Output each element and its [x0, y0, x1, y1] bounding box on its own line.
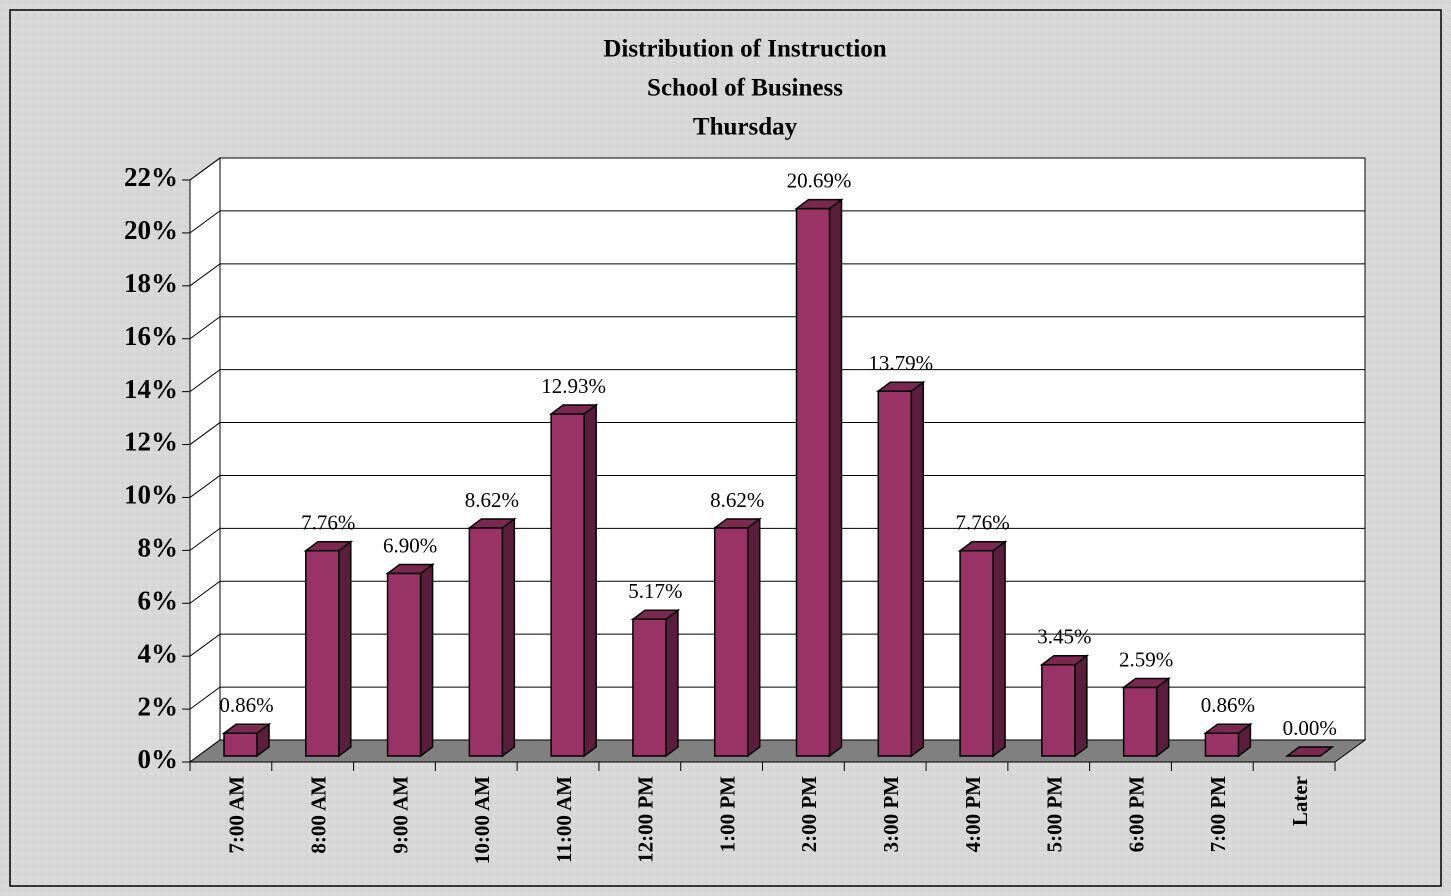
value-label: 0.00%: [1283, 716, 1337, 740]
y-tick-label: 12%: [124, 427, 178, 457]
x-tick-label: 5:00 PM: [1043, 776, 1067, 853]
bar-side: [665, 608, 679, 758]
y-tick-label: 4%: [138, 638, 179, 668]
y-tick-label: 2%: [138, 691, 179, 721]
x-tick-label: 9:00 AM: [388, 776, 412, 854]
bar: [1204, 732, 1240, 757]
bar-side: [746, 517, 761, 758]
x-tick-label: 2:00 PM: [797, 776, 821, 853]
bar: [468, 527, 504, 757]
y-tick-label: 16%: [124, 321, 178, 351]
bar-side: [501, 517, 516, 758]
value-label: 12.93%: [541, 374, 606, 398]
bar: [877, 390, 913, 757]
grid-line: [189, 316, 1365, 340]
x-tick-label: 4:00 PM: [961, 776, 985, 853]
value-label: 8.62%: [710, 488, 764, 512]
x-tick-label: 7:00 PM: [1206, 776, 1230, 853]
bar-side: [583, 403, 597, 758]
y-tick-label: 6%: [138, 585, 179, 615]
side-wall: [189, 157, 221, 763]
y-tick-label: 20%: [124, 215, 178, 245]
x-tick-label: 6:00 PM: [1124, 776, 1148, 853]
bar-top: [1284, 746, 1335, 757]
value-label: 7.76%: [955, 511, 1009, 535]
value-label: 5.17%: [628, 579, 682, 603]
bar: [959, 549, 994, 757]
x-tick-label: 11:00 AM: [552, 776, 576, 863]
x-tick-label: 1:00 PM: [715, 776, 739, 853]
bar: [223, 732, 258, 757]
chart-title: School of Business: [647, 75, 843, 102]
value-label: 0.86%: [1201, 693, 1255, 717]
bar-side: [828, 198, 843, 758]
grid-line: [189, 157, 1365, 181]
y-tick-label: 8%: [138, 533, 179, 563]
value-label: 8.62%: [465, 488, 519, 512]
grid-line: [189, 210, 1365, 234]
chart-title: Distribution of Instruction: [603, 36, 886, 63]
x-tick-label: 10:00 AM: [470, 776, 494, 864]
chart-title: Thursday: [693, 114, 798, 141]
x-tick-label: 12:00 PM: [634, 776, 658, 863]
x-tick-label: Later: [1288, 776, 1312, 826]
bar: [386, 572, 422, 757]
value-label: 6.90%: [383, 533, 437, 557]
x-tick-label: 7:00 AM: [225, 776, 249, 854]
y-tick-label: 14%: [124, 374, 178, 404]
bar: [795, 207, 831, 757]
value-label: 7.76%: [301, 511, 355, 535]
value-label: 0.86%: [219, 693, 273, 717]
value-label: 20.69%: [787, 168, 852, 192]
value-label: 3.45%: [1037, 625, 1091, 649]
bar-side: [1155, 676, 1170, 758]
bar: [550, 413, 585, 757]
bar-side: [1074, 654, 1088, 758]
bar-side: [910, 380, 925, 758]
grid-line: [189, 369, 1365, 393]
x-tick-label: 3:00 PM: [879, 776, 903, 853]
bar: [1041, 663, 1076, 757]
bar: [713, 527, 749, 757]
y-tick-label: 18%: [124, 268, 178, 298]
x-tick-label: 8:00 AM: [306, 776, 330, 854]
value-label: 2.59%: [1119, 647, 1173, 671]
bar-side: [419, 562, 434, 758]
grid-line: [189, 422, 1365, 445]
grid-line: [189, 527, 1365, 551]
frame: [9, 9, 1442, 887]
grid-line: [189, 474, 1365, 498]
y-tick-label: 0%: [138, 744, 179, 774]
bar: [305, 549, 340, 757]
bar: [632, 618, 667, 757]
y-tick-label: 22%: [124, 162, 178, 192]
floor: [188, 739, 1367, 763]
bar: [1122, 686, 1158, 757]
value-label: 13.79%: [868, 351, 933, 375]
bar-side: [992, 540, 1006, 758]
y-tick-label: 10%: [124, 480, 178, 510]
bar-side: [338, 540, 352, 758]
grid-line: [189, 263, 1365, 287]
